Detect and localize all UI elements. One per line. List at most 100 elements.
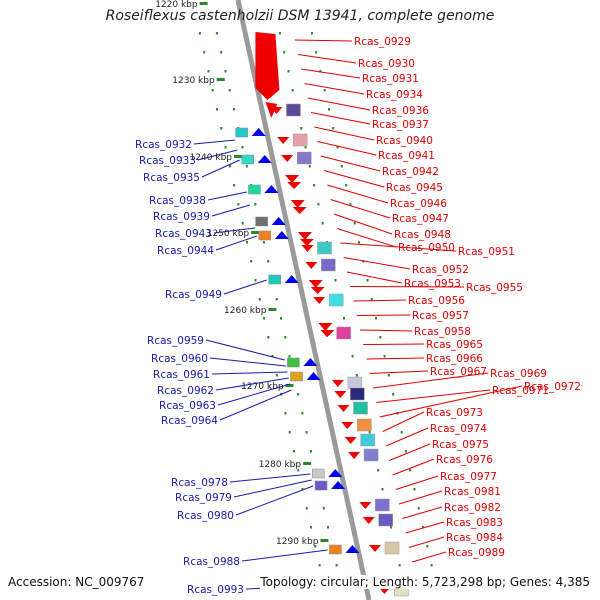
leader-line — [343, 257, 411, 270]
kbp-tick-mark — [234, 155, 243, 158]
kbp-tick-label: 1290 kbp — [276, 537, 319, 547]
gene-label-right: Rcas_0946 — [390, 198, 447, 210]
guide-dot — [390, 526, 393, 529]
gene-label-right: Rcas_0971 — [492, 385, 549, 397]
leader-line — [398, 490, 443, 505]
gene-label-left: Rcas_0979 — [175, 492, 232, 504]
gene-arrow — [274, 231, 289, 239]
guide-dot — [283, 51, 286, 54]
guide-dot — [284, 336, 287, 339]
kbp-tick-mark — [285, 384, 294, 387]
guide-dot — [263, 317, 266, 320]
gene-arrow — [292, 207, 307, 214]
gene-arrow — [337, 405, 350, 412]
kbp-tick-label: 1220 kbp — [155, 0, 198, 10]
gene-arrow — [285, 175, 300, 183]
gene-label-right: Rcas_0942 — [382, 166, 439, 178]
gene-label-left: Rcas_0962 — [157, 385, 214, 397]
guide-dot — [398, 564, 401, 567]
guide-dot — [245, 165, 248, 168]
gene-block — [297, 151, 312, 165]
gene-label-left: Rcas_0978 — [171, 477, 228, 489]
leader-line — [402, 506, 443, 519]
guide-dot — [301, 412, 304, 415]
guide-dot — [203, 51, 206, 54]
leader-line — [201, 159, 240, 178]
gene-label-right: Rcas_0940 — [376, 135, 433, 147]
leader-line — [359, 329, 413, 332]
guide-dot — [215, 32, 218, 35]
leader-line — [408, 536, 445, 548]
leader-line — [215, 377, 289, 391]
leader-line — [209, 357, 287, 367]
guide-dot — [370, 298, 373, 301]
gene-label-right: Rcas_0958 — [414, 326, 471, 338]
gene-label-right: Rcas_0953 — [404, 278, 461, 290]
leader-line — [340, 242, 457, 252]
gene-label-right: Rcas_0956 — [408, 295, 465, 307]
kbp-tick-label: 1240 kbp — [190, 153, 233, 163]
gene-block — [350, 387, 365, 401]
leader-line — [207, 191, 248, 201]
gene-arrow — [301, 245, 314, 252]
kbp-tick-label: 1230 kbp — [172, 76, 215, 86]
gene-arrow — [270, 107, 283, 114]
kbp-tick-label: 1260 kbp — [224, 306, 267, 316]
guide-dot — [334, 279, 337, 282]
gene-arrow — [306, 372, 321, 380]
gene-label-right: Rcas_0931 — [362, 73, 419, 85]
gene-label-left: Rcas_0993 — [187, 584, 244, 596]
guide-dot — [207, 70, 210, 73]
leader-line — [389, 443, 431, 461]
guide-dot — [262, 241, 265, 244]
gene-block — [357, 418, 372, 432]
gene-arrow — [310, 287, 325, 294]
guide-dot — [327, 526, 330, 529]
gene-arrow — [305, 262, 318, 269]
leader-line — [223, 279, 267, 295]
gene-block — [363, 448, 379, 462]
guide-dot — [211, 89, 214, 92]
gene-label-right: Rcas_0969 — [490, 368, 547, 380]
kbp-tick-label: 1280 kbp — [259, 460, 302, 470]
guide-dot — [237, 203, 240, 206]
leader-line — [376, 389, 491, 403]
guide-dot — [336, 146, 339, 149]
guide-dot — [351, 355, 354, 358]
guide-dot — [198, 32, 201, 35]
guide-dot — [308, 165, 311, 168]
guide-dot — [228, 165, 231, 168]
leader-line — [215, 235, 257, 251]
guide-dot — [300, 127, 303, 130]
leader-line — [412, 551, 447, 563]
gene-arrow — [331, 481, 346, 489]
genome-title: Roseiflexus castenholzii DSM 13941, comp… — [105, 8, 495, 24]
leader-line — [197, 149, 238, 161]
guide-dot — [353, 222, 356, 225]
kbp-tick-mark — [199, 2, 208, 5]
gene-block — [321, 258, 336, 272]
gene-label-right: Rcas_0950 — [398, 242, 455, 254]
gene-arrow — [284, 275, 299, 283]
leader-line — [369, 370, 429, 374]
guide-dot — [400, 431, 403, 434]
gene-arrow — [281, 155, 294, 162]
kbp-tick-mark — [216, 78, 225, 81]
guide-dot — [267, 260, 270, 263]
gene-block — [286, 103, 301, 117]
gene-label-right: Rcas_0984 — [446, 532, 503, 544]
gene-arrow — [255, 32, 280, 100]
gene-arrow — [369, 545, 381, 552]
guide-dot — [291, 89, 294, 92]
gene-label-right: Rcas_0948 — [394, 229, 451, 241]
guide-dot — [340, 165, 343, 168]
guide-dot — [233, 184, 236, 187]
kbp-tick-label: 1250 kbp — [207, 229, 250, 239]
leader-line — [205, 339, 285, 361]
guide-dot — [381, 488, 384, 491]
guide-dot — [309, 450, 312, 453]
leader-line — [392, 458, 435, 476]
kbp-tick-mark — [303, 462, 312, 465]
leader-line — [356, 314, 411, 316]
